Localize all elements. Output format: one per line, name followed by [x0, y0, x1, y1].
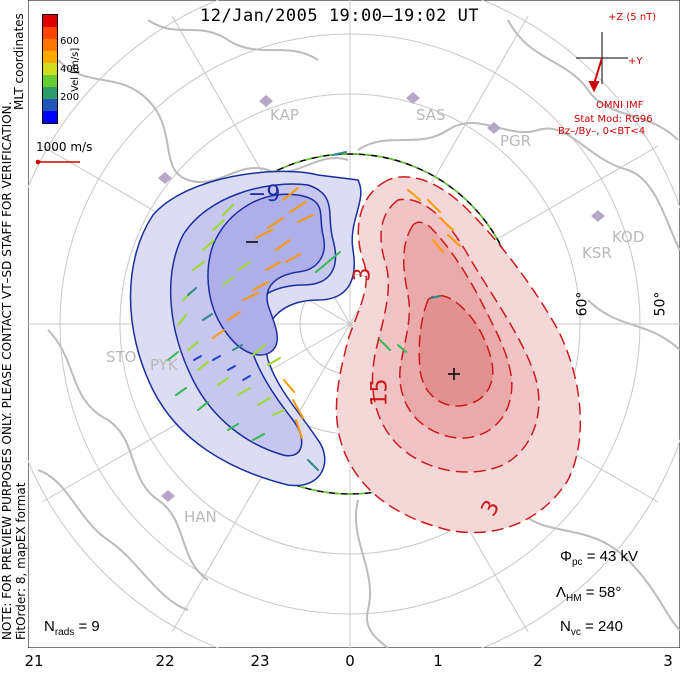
lambda-hm-stat: ΛHM = 58° [556, 584, 621, 604]
lat-label-50: 50° [652, 291, 669, 317]
reference-vector-label: 1000 m/s [36, 140, 93, 154]
imf-condition-label: Bz–/By–, 0<BT<4 [558, 126, 646, 137]
station-label-han: HAN [184, 508, 217, 526]
velocity-vectors [167, 151, 461, 471]
mlt-tick-1: 1 [433, 652, 443, 670]
station-label-pyk: PYK [150, 356, 178, 374]
station-label-sto: STO [106, 348, 137, 366]
negative-cell [129, 170, 362, 487]
station-label-ksr: KSR [582, 244, 612, 262]
contour-label-negative: −9 [248, 182, 281, 207]
reference-vector-arrow [35, 159, 80, 165]
n-vc-stat: Nvc = 240 [560, 618, 623, 638]
mlt-tick-22: 22 [155, 652, 175, 670]
lambda-hm-sub: HM [566, 593, 582, 604]
colorbar-tick-600: 600 [60, 36, 80, 47]
mlt-tick-3: 3 [663, 652, 673, 670]
polar-plot [28, 0, 680, 648]
n-vc-symbol: N [560, 618, 571, 635]
lambda-hm-symbol: Λ [556, 584, 567, 601]
phi-pc-value: = 43 kV [586, 548, 638, 565]
n-rads-value: = 9 [78, 618, 100, 635]
mlt-tick-23: 23 [250, 652, 270, 670]
phi-pc-stat: Φpc = 43 kV [560, 548, 638, 568]
colorbar-tick-400: 400 [60, 64, 80, 75]
n-vc-value: = 240 [585, 618, 623, 635]
imf-axis-y-label: +Y [628, 56, 643, 67]
imf-source-label: OMNI IMF [596, 100, 644, 111]
lambda-hm-value: = 58° [585, 584, 622, 601]
mlt-tick-0: 0 [345, 652, 355, 670]
velocity-colorbar [42, 14, 58, 124]
phi-pc-sub: pc [571, 557, 583, 568]
contour-label-3-inner: 3 [350, 267, 376, 282]
station-label-sas: SAS [416, 106, 446, 124]
n-vc-sub: vc [570, 627, 581, 638]
positive-cell [335, 176, 582, 534]
extrema [246, 241, 460, 380]
mlt-coordinates-label: MLT coordinates [12, 13, 26, 110]
n-rads-sub: rads [54, 627, 75, 638]
mlt-tick-21: 21 [24, 652, 44, 670]
mlt-tick-2: 2 [533, 652, 543, 670]
map-title: 12/Jan/2005 19:00–19:02 UT [200, 6, 480, 26]
contour-label-15: 15 [367, 378, 393, 407]
colorbar-tick-200: 200 [60, 92, 80, 103]
phi-pc-symbol: Φ [560, 548, 572, 565]
imf-vector [588, 57, 603, 93]
lat-label-60: 60° [574, 291, 591, 317]
colorbar-label: Vel [m/s] [70, 47, 81, 92]
imf-axis-z-label: +Z (5 nT) [608, 12, 657, 23]
station-label-kap: KAP [270, 106, 299, 124]
station-label-kod: KOD [612, 228, 645, 246]
n-rads-stat: Nrads = 9 [44, 618, 100, 638]
station-label-pgr: PGR [500, 132, 532, 150]
n-rads-symbol: N [44, 618, 55, 635]
coastlines [37, 19, 680, 648]
stat-model-label: Stat Mod: RG96 [574, 114, 653, 125]
